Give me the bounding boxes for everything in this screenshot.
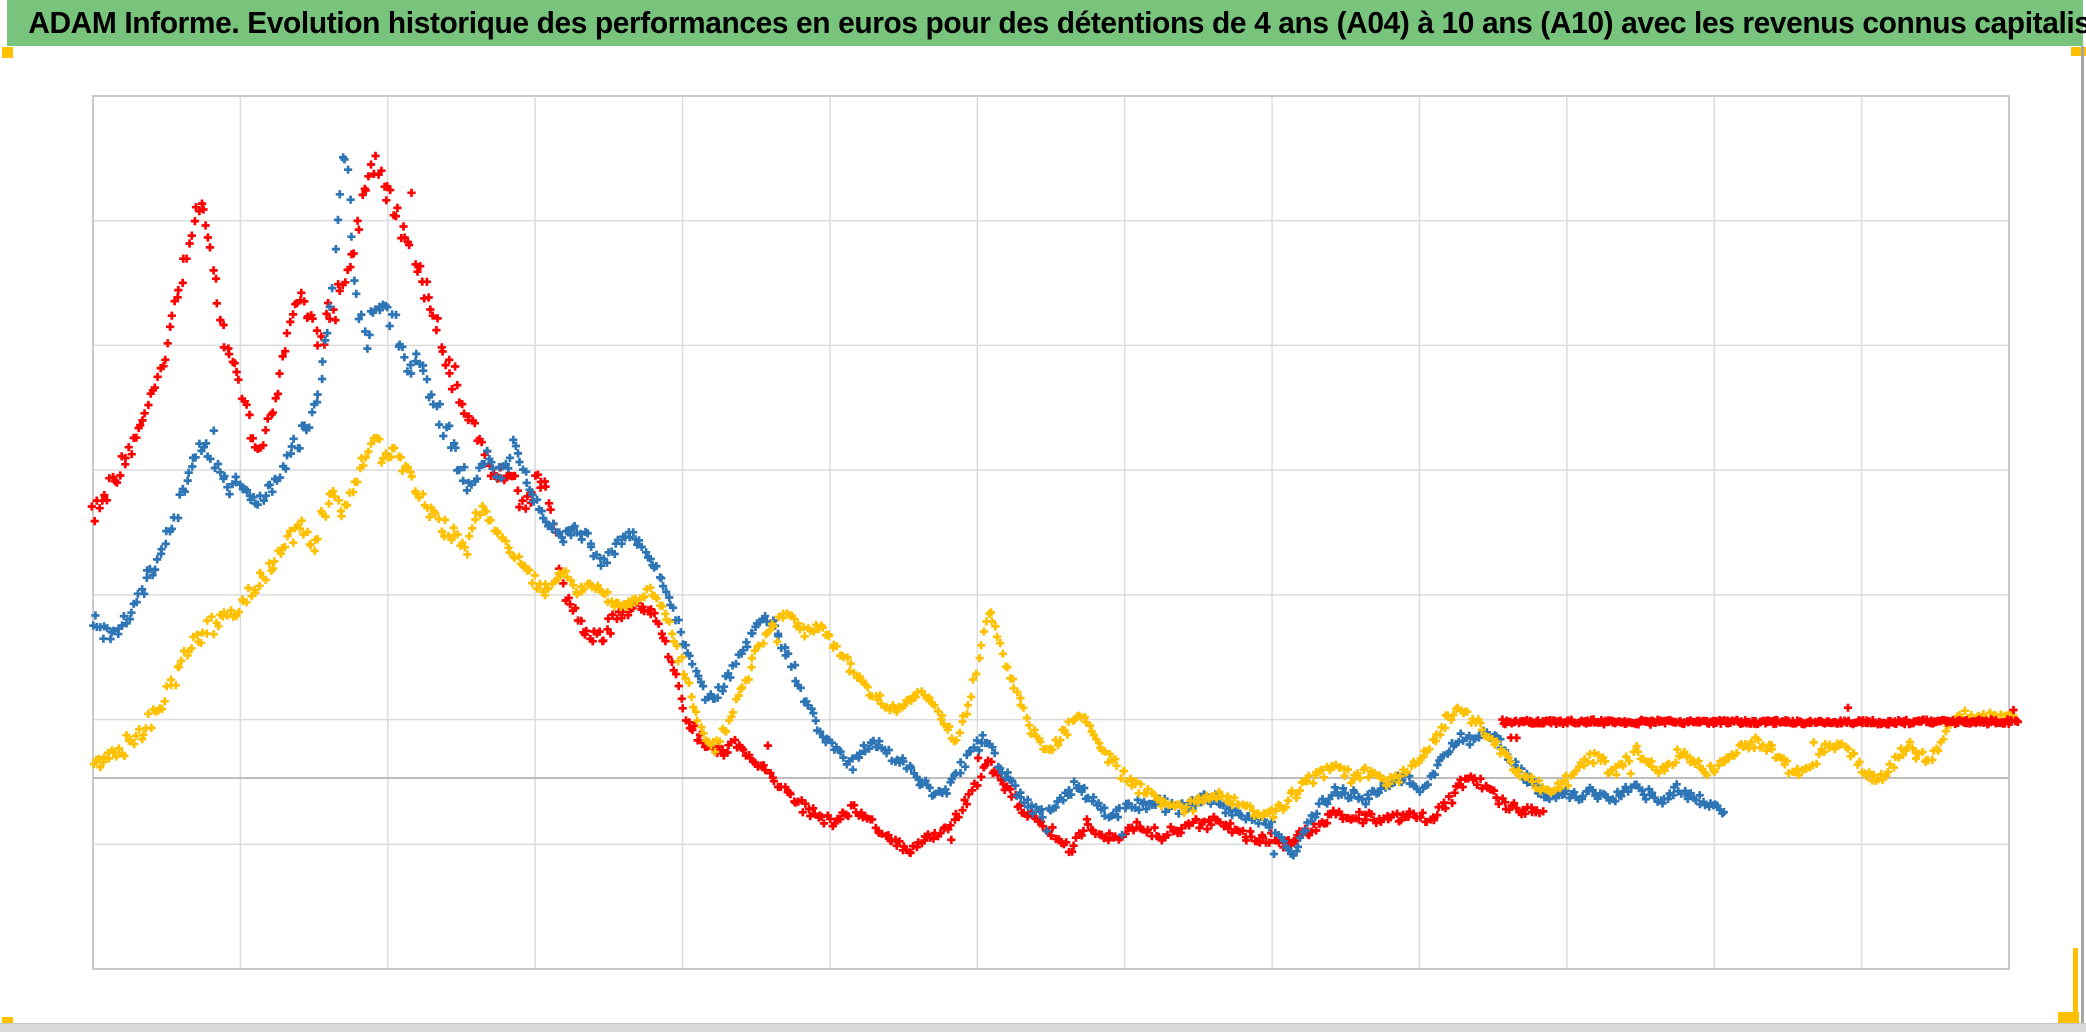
chart-canvas [87,95,2022,970]
scatter-series-serie-bleue [89,153,1728,860]
chart-title-bar: ADAM Informe. Evolution historique des p… [7,0,2086,46]
gold-corner-mark-top-left [2,47,13,58]
plot-border [92,95,2010,970]
scatter-series-serie-rouge [87,151,1548,857]
gold-corner-mark-bottom-left [2,1017,13,1028]
scatter-series-serie-jaune [89,434,2018,822]
gold-edge-line-bottom-right [2073,948,2078,1014]
gold-corner-mark-top-right [2071,47,2086,56]
window-right-border [2081,46,2084,1025]
chart-title: ADAM Informe. Evolution historique des p… [28,5,2086,40]
window-bottom-strip[interactable] [0,1023,2086,1032]
performance-scatter-chart [0,46,2086,1023]
scatter-series-ligne-rouge-plateau [1498,703,2022,742]
